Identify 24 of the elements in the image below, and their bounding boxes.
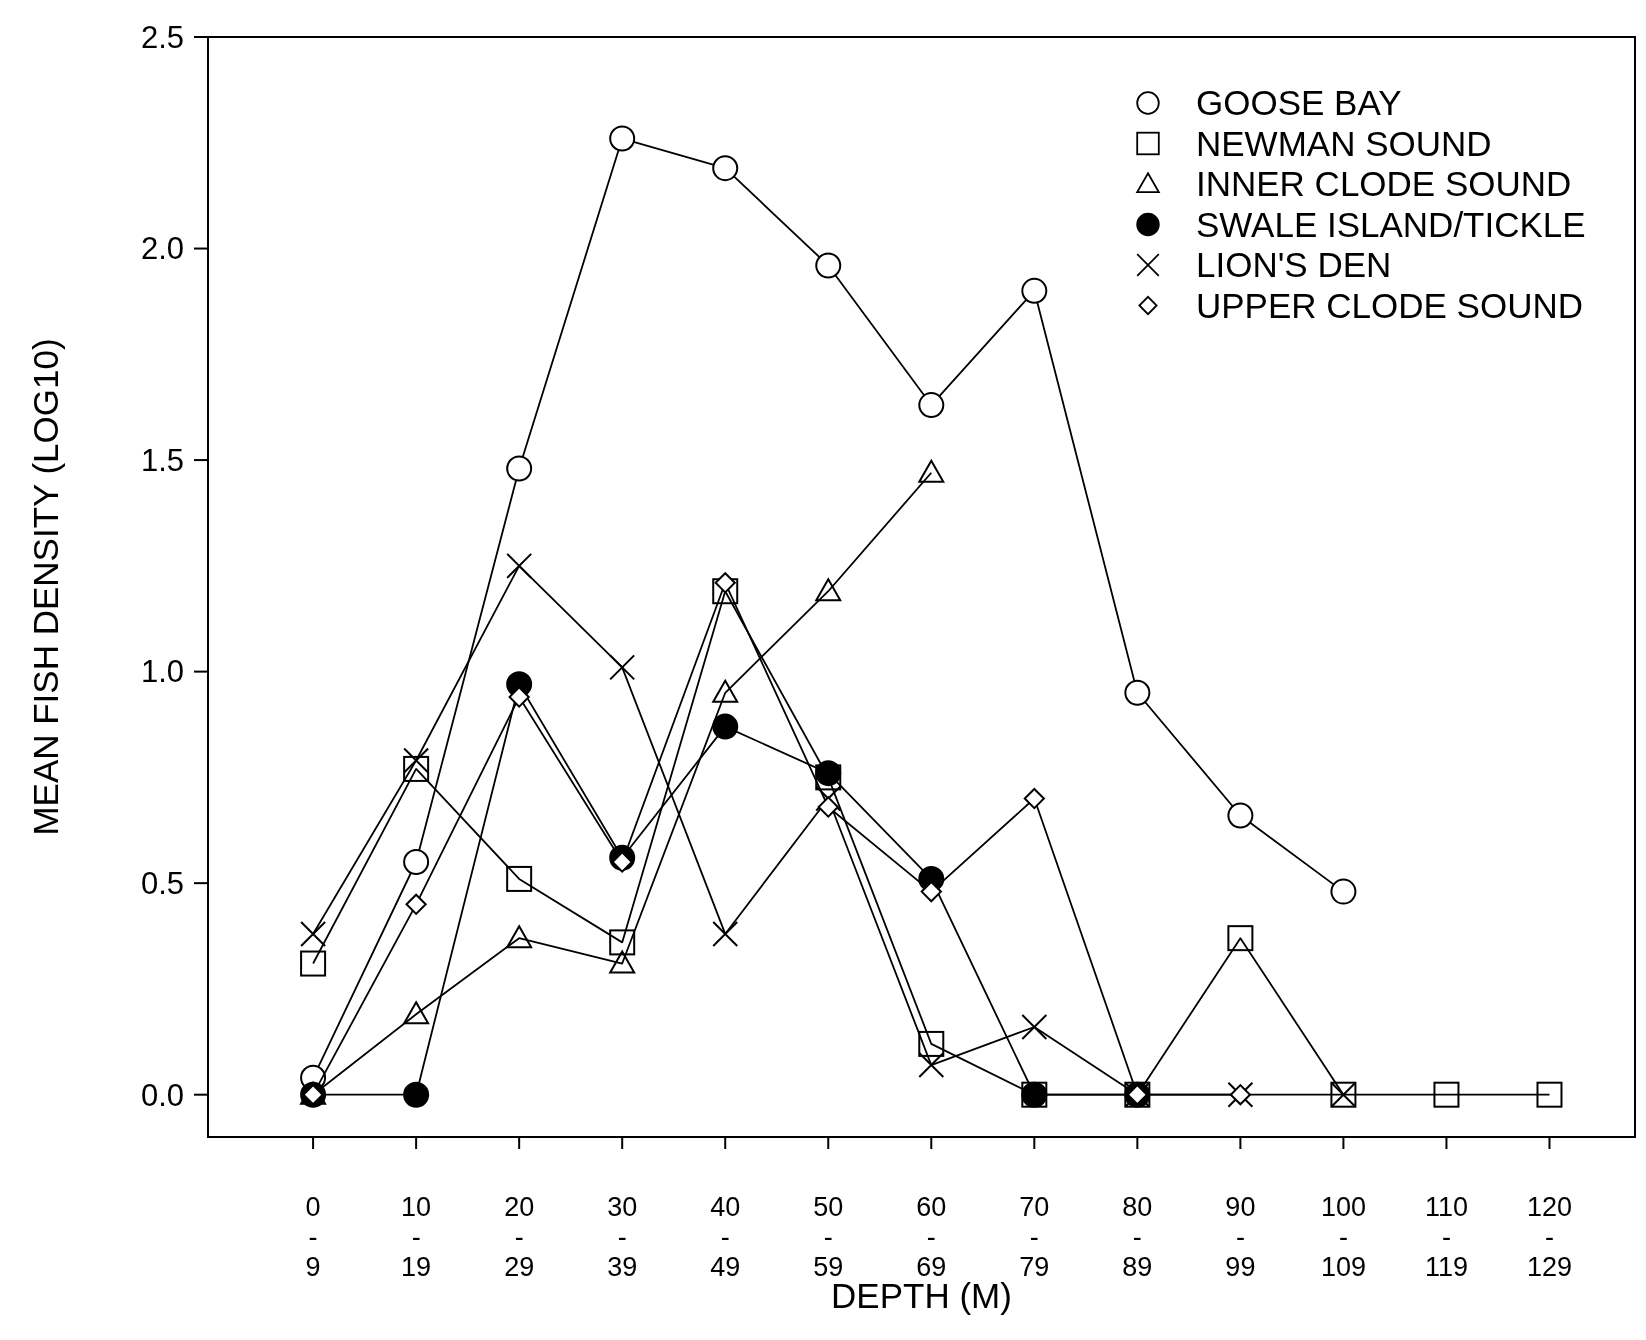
x-tick-label: 110 - 119 — [1424, 1192, 1468, 1282]
x-tick-label: 80 - 89 — [1122, 1192, 1153, 1282]
legend-label: UPPER CLODE SOUND — [1196, 285, 1584, 325]
legend-label: SWALE ISLAND/TICKLE — [1196, 204, 1586, 244]
x-tick-label: 0 - 9 — [305, 1192, 321, 1282]
y-tick-label: 0.5 — [140, 866, 184, 901]
legend-label: GOOSE BAY — [1196, 83, 1402, 123]
legend-label: INNER CLODE SOUND — [1196, 164, 1572, 204]
legend-label: NEWMAN SOUND — [1196, 123, 1492, 163]
y-tick-label: 0.0 — [140, 1077, 184, 1113]
y-tick-label: 2.5 — [140, 19, 184, 55]
y-tick-label: 1.0 — [140, 654, 184, 690]
x-tick-label: 10 - 19 — [401, 1192, 432, 1282]
x-tick-label: 30 - 39 — [607, 1192, 638, 1282]
x-tick-label: 120 - 129 — [1526, 1192, 1573, 1282]
x-tick-label: 70 - 79 — [1019, 1192, 1050, 1282]
x-tick-label: 100 - 109 — [1320, 1192, 1366, 1282]
y-tick-label: 2.0 — [140, 231, 184, 267]
x-tick-label: 20 - 29 — [504, 1192, 535, 1282]
x-tick-label: 40 - 49 — [710, 1192, 741, 1282]
y-axis-title: MEAN FISH DENSITY (LOG10) — [26, 338, 65, 836]
x-tick-label: 90 - 99 — [1225, 1192, 1256, 1282]
legend-label: LION'S DEN — [1196, 245, 1392, 285]
y-tick-label: 1.5 — [140, 442, 184, 478]
